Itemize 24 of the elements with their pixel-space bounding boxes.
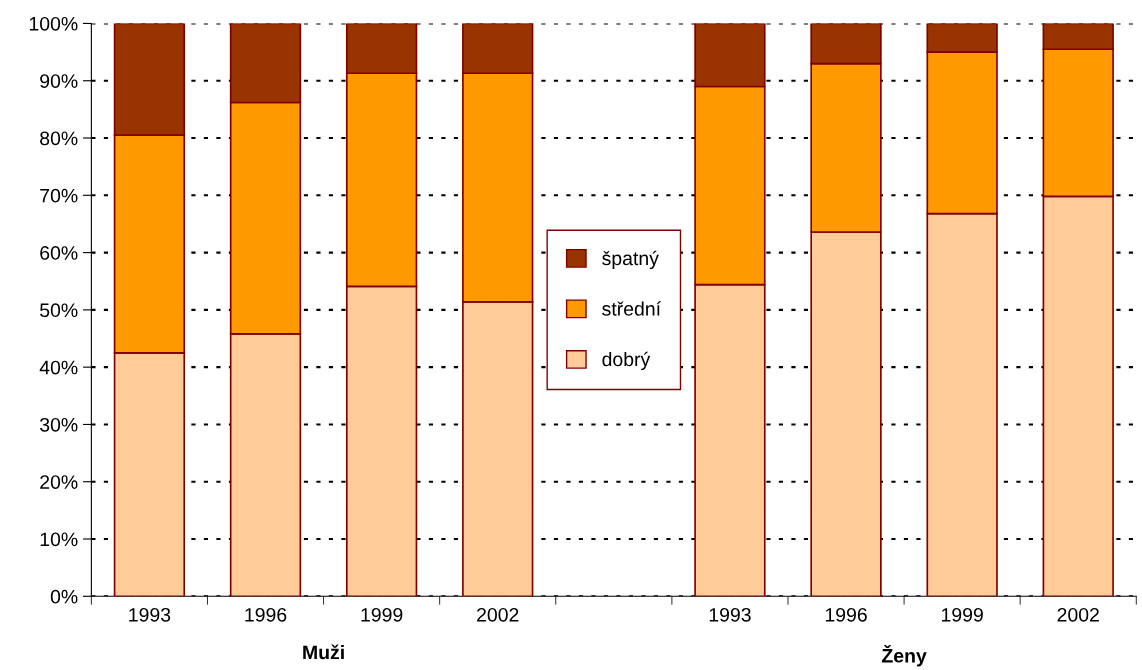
y-tick-label: 50% <box>40 303 78 318</box>
legend-label: špatný <box>602 250 659 270</box>
y-tick-label: 70% <box>40 188 78 203</box>
x-tick-label: 1993 <box>709 607 751 622</box>
y-tick-label: 10% <box>40 532 78 547</box>
x-tick-label: 1996 <box>245 607 287 622</box>
text: Muži <box>303 644 344 660</box>
y-tick-label: 90% <box>40 74 78 88</box>
y-tick-label: 100% <box>29 16 78 31</box>
legend-label: dobrý <box>602 351 651 371</box>
x-tick-label: 2002 <box>477 607 519 622</box>
y-tick-label: 40% <box>39 360 78 375</box>
x-tick-label: 1993 <box>129 607 171 622</box>
y-tick-label: 60% <box>40 246 78 260</box>
legend-label: střední <box>602 301 661 316</box>
y-tick-label: 20% <box>40 475 78 489</box>
x-tick-label: 1999 <box>361 607 403 622</box>
y-tick-label: 30% <box>39 417 78 432</box>
x-tick-label: 1996 <box>825 607 867 622</box>
text: Ženy <box>881 644 927 667</box>
y-tick-label: 0% <box>50 589 78 604</box>
y-tick-label: 80% <box>40 131 78 146</box>
x-tick-label: 2002 <box>1057 607 1099 622</box>
x-tick-label: 1999 <box>941 607 983 622</box>
